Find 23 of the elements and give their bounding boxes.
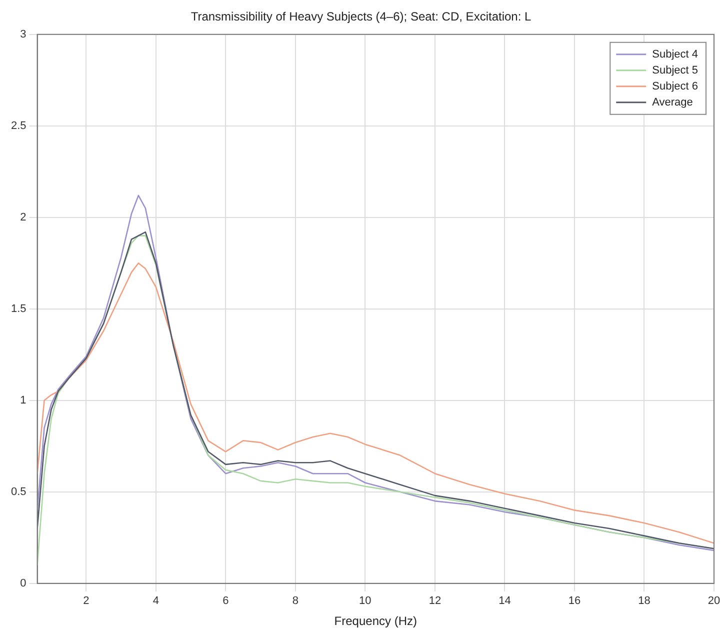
y-tick-label: 3 bbox=[20, 28, 26, 40]
x-tick-label: 18 bbox=[638, 595, 650, 608]
legend-label: Average bbox=[652, 96, 693, 108]
legend-label: Subject 4 bbox=[652, 48, 698, 60]
chart-title: Transmissibility of Heavy Subjects (4–6); Seat: CD, Excitation: L bbox=[190, 10, 532, 24]
x-tick-label: 16 bbox=[568, 595, 581, 608]
x-axis-title: Frequency (Hz) bbox=[334, 614, 417, 628]
x-tick-label: 6 bbox=[222, 595, 229, 608]
legend-label: Subject 5 bbox=[652, 64, 698, 76]
x-tick-label: 20 bbox=[708, 595, 720, 608]
y-tick-label: 1 bbox=[20, 394, 26, 406]
y-tick-label: 0.5 bbox=[10, 486, 26, 498]
x-tick-label: 12 bbox=[428, 595, 442, 608]
y-tick-label: 0 bbox=[20, 577, 26, 590]
x-tick-label: 14 bbox=[498, 595, 511, 608]
y-tick-label: 2.5 bbox=[10, 120, 26, 132]
y-tick-label: 1.5 bbox=[10, 302, 26, 315]
x-tick-label: 4 bbox=[152, 595, 159, 608]
x-tick-label: 8 bbox=[292, 595, 298, 608]
legend-label: Subject 6 bbox=[652, 80, 698, 92]
x-tick-label: 2 bbox=[83, 595, 90, 608]
x-tick-label: 10 bbox=[359, 595, 372, 608]
y-tick-label: 2 bbox=[20, 211, 26, 224]
